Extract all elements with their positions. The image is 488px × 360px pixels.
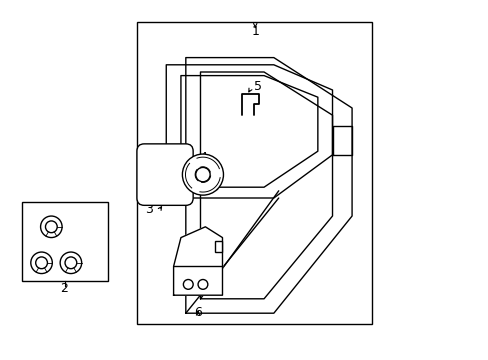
Text: 2: 2 (61, 282, 68, 295)
Bar (215, 241, 222, 252)
Circle shape (45, 221, 57, 233)
Bar (188, 160, 217, 189)
Circle shape (60, 252, 81, 274)
Circle shape (36, 257, 47, 269)
Circle shape (195, 167, 210, 182)
Circle shape (31, 252, 52, 274)
Bar (137, 22, 371, 324)
Text: 5: 5 (254, 80, 262, 93)
Text: 1: 1 (251, 24, 259, 37)
Circle shape (198, 279, 207, 289)
Bar (22, 202, 107, 281)
Circle shape (65, 257, 77, 269)
Text: 6: 6 (194, 306, 202, 319)
Circle shape (183, 279, 193, 289)
Polygon shape (173, 227, 222, 295)
FancyBboxPatch shape (137, 144, 193, 205)
Circle shape (182, 154, 223, 195)
Text: 3: 3 (145, 203, 153, 216)
Circle shape (41, 216, 62, 238)
Text: 4: 4 (199, 150, 206, 163)
